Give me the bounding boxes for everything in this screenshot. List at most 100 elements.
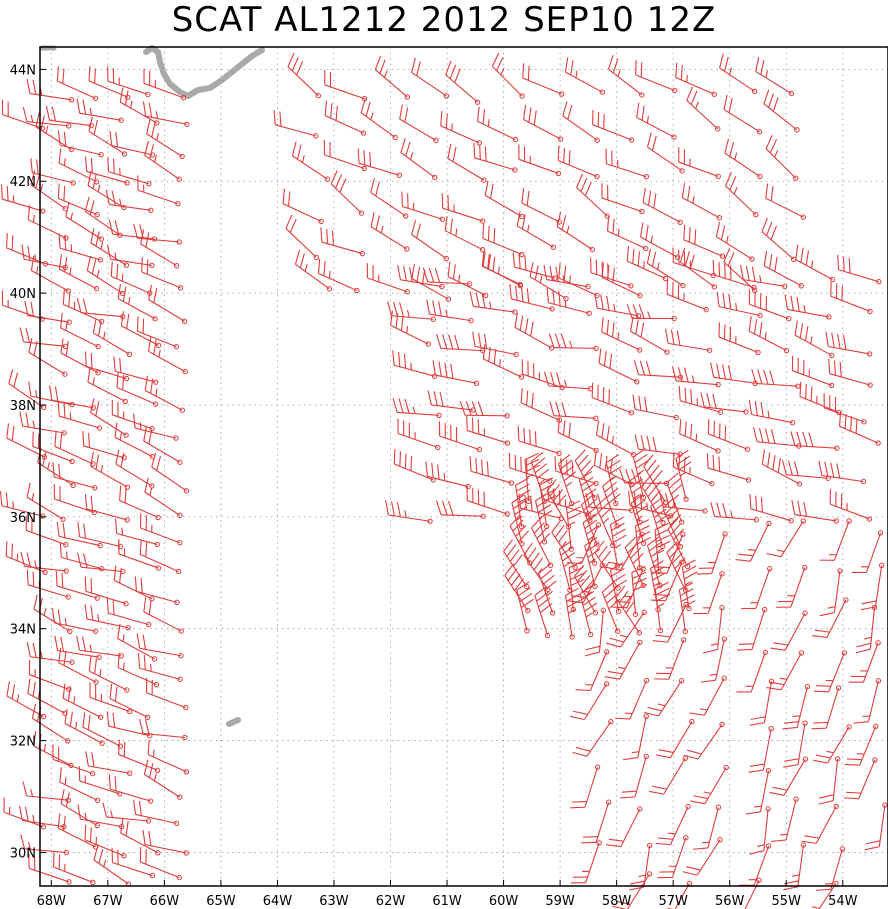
bermuda-island [226, 717, 241, 727]
wind-barb [646, 132, 685, 174]
wind-barb [393, 449, 436, 483]
wind-barb [397, 418, 441, 451]
wind-barb [740, 566, 773, 610]
wind-barb [438, 421, 483, 453]
wind-barb [751, 369, 801, 389]
plot-frame [39, 46, 888, 887]
wind-barb [427, 390, 476, 413]
wind-barb [477, 106, 519, 143]
wind-barb [689, 675, 727, 716]
wind-barb [444, 215, 486, 253]
wind-barb [624, 536, 646, 589]
wind-barb [1, 99, 45, 132]
wind-barb [648, 755, 689, 795]
wind-barb [8, 369, 47, 411]
wind-barb [27, 678, 68, 716]
wind-barb [630, 316, 670, 355]
wind-barb [524, 452, 540, 505]
wind-barb [851, 530, 884, 574]
wind-barb [601, 183, 645, 215]
wind-barb [737, 606, 768, 651]
x-tick-label: 59W [545, 894, 575, 909]
wind-barb [763, 89, 800, 133]
wind-barb [748, 399, 796, 426]
wind-barb [140, 229, 180, 269]
wind-barb [683, 224, 726, 259]
wind-barb [570, 764, 601, 809]
wind-barb [57, 130, 104, 158]
wind-barb [54, 431, 96, 467]
wind-barb [606, 216, 649, 252]
wind-barb [544, 371, 594, 392]
wind-barb [860, 562, 885, 611]
wind-barb [529, 262, 569, 302]
wind-barb [801, 803, 839, 844]
wind-barb [690, 764, 729, 805]
wind-barb [612, 566, 646, 609]
x-tick-label: 63W [319, 894, 349, 909]
wind-barb [143, 759, 183, 800]
wind-barb [749, 493, 794, 524]
wind-barb [712, 260, 757, 291]
wind-barb [397, 265, 445, 290]
wind-barb [679, 418, 721, 454]
wind-barb [682, 837, 723, 876]
wind-barb [605, 531, 645, 571]
wind-barb [590, 257, 634, 289]
wind-barb [323, 140, 367, 172]
wind-barb [92, 318, 133, 358]
x-tick-label: 64W [263, 894, 293, 909]
wind-barb [844, 723, 879, 766]
wind-barb [605, 148, 650, 180]
wind-barb [626, 304, 677, 322]
wind-barb [543, 264, 591, 290]
y-tick-label: 34N [10, 623, 36, 638]
wind-barb [87, 367, 128, 405]
wind-barb [142, 829, 189, 856]
y-tick-label: 36N [10, 511, 36, 526]
wind-barb [370, 178, 409, 219]
wind-barb [26, 482, 66, 522]
wind-barb [818, 460, 867, 485]
wind-barb [425, 461, 471, 490]
wind-barb [843, 757, 878, 800]
wind-barb [138, 718, 188, 741]
wind-barb [516, 211, 557, 250]
wind-barb [700, 636, 728, 683]
wind-barb [20, 551, 69, 574]
wind-barb [518, 144, 562, 177]
wind-barb [447, 261, 489, 298]
wind-barb [626, 246, 669, 282]
wind-barb [812, 597, 849, 639]
map-title: SCAT AL1212 2012 SEP10 12Z [171, 0, 717, 40]
wind-barb [143, 68, 187, 101]
wind-barb [6, 423, 48, 460]
wind-barb [120, 818, 161, 856]
wind-barb [652, 531, 686, 574]
wind-barb [653, 637, 687, 680]
wind-barb [107, 156, 152, 187]
wind-barb [473, 142, 518, 173]
wind-barb [120, 311, 162, 349]
wind-barb [572, 718, 614, 757]
wind-barb [640, 222, 681, 260]
wind-barb [56, 66, 99, 102]
wind-barb [706, 453, 752, 483]
wind-barb [472, 331, 519, 358]
plot-background [40, 47, 888, 886]
wind-barb [19, 411, 67, 436]
wind-barb [294, 249, 333, 292]
wind-barb [134, 576, 180, 606]
wind-barb [387, 301, 437, 322]
wind-barb [521, 188, 562, 225]
wind-barb [646, 536, 664, 589]
wind-barb [137, 653, 183, 683]
wind-barb [853, 678, 882, 724]
wind-barb [716, 291, 763, 319]
wind-barb [635, 60, 678, 94]
wind-barb [445, 60, 481, 105]
wind-barb [715, 222, 755, 262]
wind-barb [144, 477, 183, 519]
wind-barb [75, 635, 124, 659]
wind-barb [76, 298, 126, 320]
